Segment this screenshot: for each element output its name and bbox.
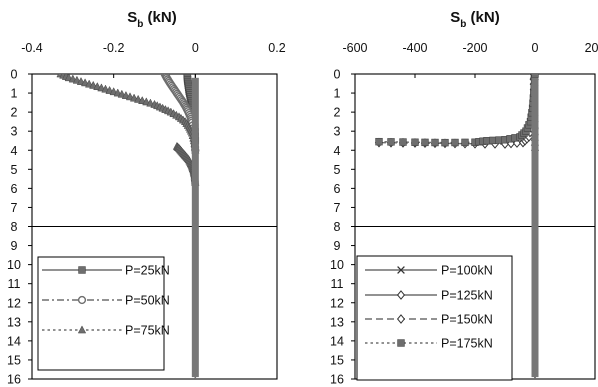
legend-marker: [396, 290, 406, 300]
data-point: [431, 138, 439, 147]
y-tick-label: 3: [334, 125, 341, 139]
legend-label: P=75kN: [125, 324, 170, 338]
y-tick-label: 10: [330, 258, 344, 272]
y-tick-label: 13: [7, 315, 21, 329]
x-tick-label: -0.2: [103, 41, 125, 55]
y-tick-label: 0: [334, 68, 341, 82]
data-point: [387, 138, 395, 146]
legend-marker: [397, 339, 405, 347]
data-point: [399, 138, 407, 146]
x-tick-label: 0: [192, 41, 199, 55]
chart-right-panel: Sb (kN)-600-400-200020001234567891011121…: [330, 9, 598, 387]
x-tick-label: -600: [342, 41, 367, 55]
x-axis-title: Sb (kN): [127, 9, 176, 30]
legend: P=25kN P=50kN P=75kN: [37, 256, 170, 371]
data-point: [411, 138, 419, 146]
pile-trace: [531, 77, 539, 378]
legend-marker: [397, 266, 405, 274]
legend-marker: [77, 325, 87, 334]
y-tick-label: 5: [334, 163, 341, 177]
y-tick-label: 7: [334, 201, 341, 215]
legend-marker: [77, 295, 87, 305]
data-point: [461, 138, 469, 147]
legend-label: P=25kN: [125, 264, 170, 278]
legend-marker: [396, 314, 406, 324]
y-tick-label: 9: [11, 239, 18, 253]
legend-label: P=150kN: [441, 313, 493, 327]
legend-label: P=175kN: [441, 337, 493, 351]
y-tick-label: 12: [7, 296, 21, 310]
y-tick-label: 8: [11, 220, 18, 234]
y-tick-label: 6: [334, 182, 341, 196]
y-tick-label: 13: [330, 315, 344, 329]
legend-marker: [78, 266, 86, 274]
series-group: [374, 74, 540, 379]
legend-box: [356, 255, 513, 381]
y-tick-label: 14: [7, 334, 21, 348]
x-tick-label: -0.4: [21, 41, 43, 55]
x-tick-label: 0.2: [268, 41, 285, 55]
data-point: [375, 137, 383, 146]
y-tick-label: 1: [11, 87, 18, 101]
y-tick-label: 5: [11, 163, 18, 177]
y-tick-label: 15: [330, 353, 344, 367]
data-point: [512, 138, 522, 148]
legend-label: P=100kN: [441, 264, 493, 278]
y-tick-label: 11: [331, 277, 344, 291]
y-tick-label: 7: [11, 201, 18, 215]
y-tick-label: 0: [11, 68, 18, 82]
x-tick-label: 200: [585, 41, 598, 55]
legend: P=100kN P=125kN P=150kN P=175kN: [356, 255, 513, 381]
y-tick-label: 1: [334, 87, 341, 101]
x-tick-label: 0: [532, 41, 539, 55]
legend-label: P=50kN: [125, 294, 170, 308]
legend-box: [37, 256, 165, 371]
y-tick-label: 16: [7, 373, 21, 387]
y-tick-label: 9: [334, 239, 341, 253]
series-group: [56, 74, 200, 379]
y-tick-label: 15: [7, 353, 21, 367]
data-point: [421, 138, 429, 147]
y-tick-label: 4: [11, 144, 18, 158]
y-tick-label: 4: [334, 144, 341, 158]
y-tick-label: 2: [11, 106, 18, 120]
legend-label: P=125kN: [441, 289, 493, 303]
pile-trace: [191, 77, 199, 378]
x-axis-title: Sb (kN): [450, 9, 499, 30]
y-tick-label: 14: [330, 334, 344, 348]
y-tick-label: 2: [334, 106, 341, 120]
data-point: [441, 138, 449, 147]
y-tick-label: 11: [8, 277, 21, 291]
y-tick-label: 12: [330, 296, 344, 310]
y-tick-label: 3: [11, 125, 18, 139]
y-tick-label: 16: [330, 373, 344, 387]
data-point: [531, 74, 539, 78]
chart-left-panel: Sb (kN)-0.4 -0.2 0 0.2012345678910111213141…: [7, 9, 286, 387]
x-tick-label: -200: [462, 41, 487, 55]
y-tick-label: 8: [334, 220, 341, 234]
y-tick-label: 10: [7, 258, 21, 272]
data-point: [451, 138, 459, 147]
y-tick-label: 6: [11, 182, 18, 196]
x-tick-label: -400: [402, 41, 427, 55]
